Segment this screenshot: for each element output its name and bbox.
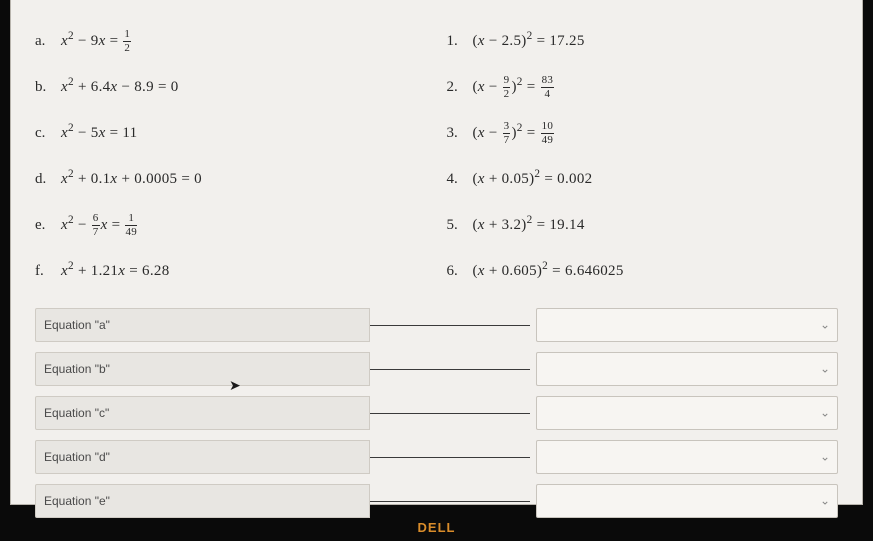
equation-math: x2 − 5x = 11 [61, 125, 137, 142]
answer-row-e: Equation "e" ⌄ [35, 484, 838, 518]
answer-select-wrap: ⌄ [536, 352, 838, 386]
equation-math: (x + 0.605)2 = 6.646025 [473, 263, 624, 280]
right-column: 1. (x − 2.5)2 = 17.25 2. (x − 92)2 = 834… [447, 18, 839, 294]
answer-section: Equation "a" ⌄ Equation "b" ⌄ Equation "… [35, 308, 838, 518]
equation-math: x2 + 6.4x − 8.9 = 0 [61, 79, 179, 96]
equation-a: a. x2 − 9x = 12 [35, 18, 427, 64]
equation-label: 6. [447, 263, 473, 280]
equation-label: f. [35, 263, 61, 280]
equation-4: 4. (x + 0.05)2 = 0.002 [447, 156, 839, 202]
equation-label: a. [35, 33, 61, 50]
equation-label: c. [35, 125, 61, 142]
answer-underline [370, 457, 530, 458]
answer-select-e[interactable] [536, 484, 838, 518]
answer-label: Equation "c" [35, 396, 370, 430]
answer-label: Equation "d" [35, 440, 370, 474]
equations-columns: a. x2 − 9x = 12 b. x2 + 6.4x − 8.9 = 0 c… [35, 18, 838, 294]
answer-underline [370, 501, 530, 502]
equation-math: x2 + 1.21x = 6.28 [61, 263, 170, 280]
equation-label: 4. [447, 171, 473, 188]
equation-math: x2 + 0.1x + 0.0005 = 0 [61, 171, 202, 188]
equation-b: b. x2 + 6.4x − 8.9 = 0 [35, 64, 427, 110]
equation-c: c. x2 − 5x = 11 [35, 110, 427, 156]
answer-select-wrap: ⌄ [536, 396, 838, 430]
equation-f: f. x2 + 1.21x = 6.28 [35, 248, 427, 294]
equation-2: 2. (x − 92)2 = 834 [447, 64, 839, 110]
equation-label: e. [35, 217, 61, 234]
equation-math: (x + 3.2)2 = 19.14 [473, 217, 585, 234]
answer-row-b: Equation "b" ⌄ [35, 352, 838, 386]
equation-math: (x − 2.5)2 = 17.25 [473, 33, 585, 50]
answer-select-c[interactable] [536, 396, 838, 430]
answer-select-d[interactable] [536, 440, 838, 474]
worksheet-page: a. x2 − 9x = 12 b. x2 + 6.4x − 8.9 = 0 c… [10, 0, 863, 505]
equation-5: 5. (x + 3.2)2 = 19.14 [447, 202, 839, 248]
equation-label: d. [35, 171, 61, 188]
equation-1: 1. (x − 2.5)2 = 17.25 [447, 18, 839, 64]
equation-math: (x − 92)2 = 834 [473, 75, 556, 100]
answer-underline [370, 369, 530, 370]
answer-row-d: Equation "d" ⌄ [35, 440, 838, 474]
answer-select-wrap: ⌄ [536, 308, 838, 342]
equation-6: 6. (x + 0.605)2 = 6.646025 [447, 248, 839, 294]
answer-select-wrap: ⌄ [536, 484, 838, 518]
equation-label: b. [35, 79, 61, 96]
answer-label: Equation "a" [35, 308, 370, 342]
left-column: a. x2 − 9x = 12 b. x2 + 6.4x − 8.9 = 0 c… [35, 18, 427, 294]
equation-math: (x + 0.05)2 = 0.002 [473, 171, 593, 188]
answer-underline [370, 325, 530, 326]
answer-row-a: Equation "a" ⌄ [35, 308, 838, 342]
answer-select-b[interactable] [536, 352, 838, 386]
answer-label: Equation "e" [35, 484, 370, 518]
equation-label: 3. [447, 125, 473, 142]
equation-math: x2 − 9x = 12 [61, 29, 132, 54]
answer-label: Equation "b" [35, 352, 370, 386]
equation-e: e. x2 − 67x = 149 [35, 202, 427, 248]
equation-label: 2. [447, 79, 473, 96]
equation-d: d. x2 + 0.1x + 0.0005 = 0 [35, 156, 427, 202]
equation-math: (x − 37)2 = 1049 [473, 121, 556, 146]
equation-math: x2 − 67x = 149 [61, 213, 138, 238]
equation-label: 5. [447, 217, 473, 234]
equation-3: 3. (x − 37)2 = 1049 [447, 110, 839, 156]
answer-row-c: Equation "c" ⌄ [35, 396, 838, 430]
answer-select-wrap: ⌄ [536, 440, 838, 474]
equation-label: 1. [447, 33, 473, 50]
brand-label: DELL [0, 517, 873, 541]
answer-select-a[interactable] [536, 308, 838, 342]
answer-underline [370, 413, 530, 414]
